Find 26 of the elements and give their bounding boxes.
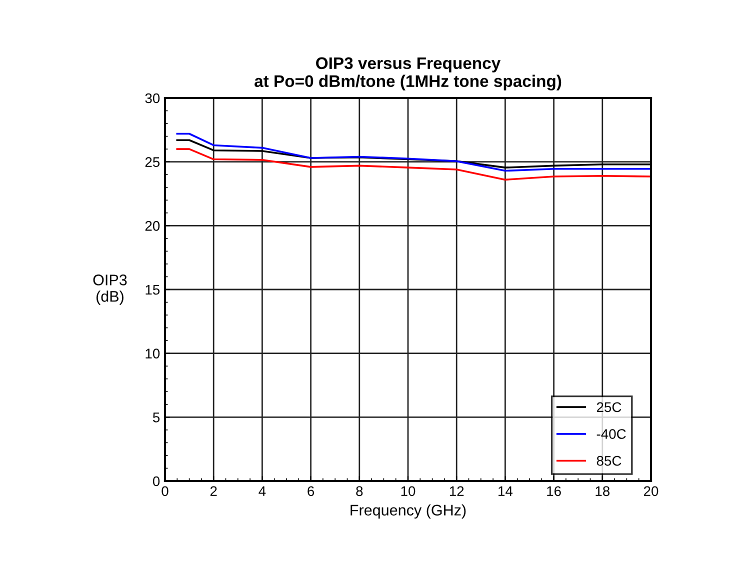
x-tick-label: 8: [356, 486, 363, 496]
y-tick-label: 25: [145, 157, 160, 168]
x-tick-label: 18: [596, 486, 610, 496]
legend-label: 25C: [596, 402, 622, 412]
y-tick-label: 5: [152, 412, 160, 422]
y-tick-label: 10: [146, 348, 160, 359]
x-tick-label: 20: [644, 486, 658, 496]
legend-label: -40C: [596, 429, 626, 439]
line-series: [176, 148, 651, 181]
x-tick-label: 6: [308, 486, 314, 496]
x-axis-title: Frequency (GHz): [350, 504, 466, 519]
x-tick-label: 0: [162, 486, 168, 496]
y-tick-label: 30: [145, 93, 160, 104]
legend-label: 85C: [596, 456, 622, 466]
chart-title: OIP3 versus Frequency at Po=0 dBm/tone (1MHz tone spacing): [254, 57, 562, 90]
x-tick-label: 10: [401, 486, 416, 496]
x-tick-label: 16: [547, 486, 561, 496]
y-axis-title: OIP3 (dB): [93, 274, 127, 305]
y-tick-label: 15: [146, 284, 160, 295]
x-tick-label: 2: [210, 486, 217, 496]
line-series: [176, 132, 651, 172]
y-tick-label: 20: [145, 221, 160, 231]
y-tick-label: 0: [152, 476, 160, 486]
x-tick-label: 12: [450, 486, 464, 496]
x-tick-label: 4: [258, 486, 266, 496]
x-tick-label: 14: [498, 486, 513, 496]
